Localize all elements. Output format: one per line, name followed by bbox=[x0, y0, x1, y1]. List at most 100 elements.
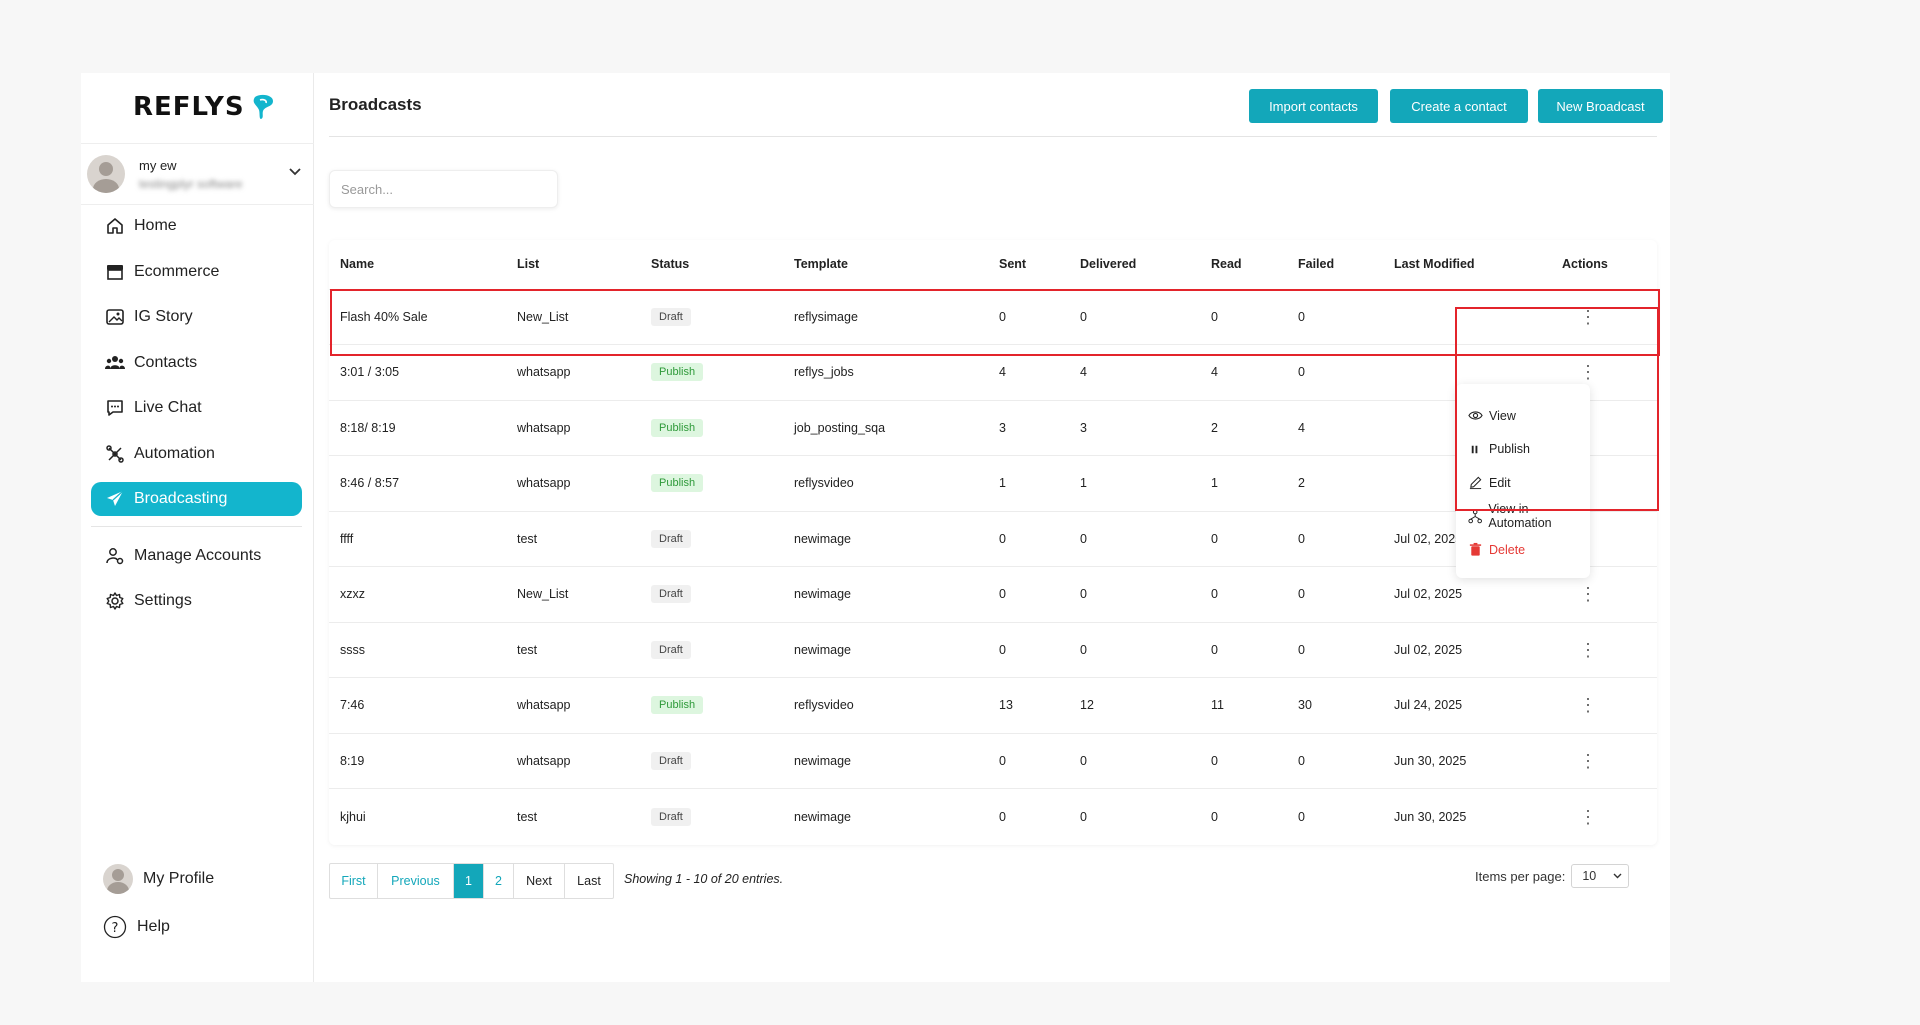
sidebar-item-manage-accounts[interactable]: Manage Accounts bbox=[91, 539, 302, 573]
home-icon bbox=[107, 218, 123, 234]
menu-item-delete[interactable]: Delete bbox=[1456, 533, 1590, 567]
more-options-icon[interactable]: ⋮ bbox=[1579, 750, 1597, 771]
help-icon: ? bbox=[103, 915, 127, 939]
cell-template: reflys_jobs bbox=[783, 344, 988, 401]
pagination-last-button[interactable]: Last bbox=[577, 874, 601, 888]
table-row[interactable]: Flash 40% Sale New_List Draft reflysimage 0 0… bbox=[329, 289, 1657, 345]
table-row[interactable]: 8:19 whatsapp Draft newimage 0 0 0 0 Jun 30, 202… bbox=[329, 733, 1657, 789]
cell-name: 8:18/ 8:19 bbox=[329, 400, 506, 456]
cell-template: newimage bbox=[783, 566, 988, 623]
table-row[interactable]: 3:01 / 3:05 whatsapp Publish reflys_jobs 4 4 4… bbox=[329, 344, 1657, 401]
cell-sent: 4 bbox=[988, 344, 1069, 401]
cell-modified: Jul 02, 2025 bbox=[1383, 622, 1551, 678]
table-row[interactable]: 7:46 whatsapp Publish reflysvideo 13 12 11 30 Ju… bbox=[329, 677, 1657, 734]
sidebar-item-help[interactable]: ? Help bbox=[101, 910, 301, 944]
table-row[interactable]: ssss test Draft newimage 0 0 0 0 Jul 02, 2025 ⋮ bbox=[329, 622, 1657, 678]
pencil-icon bbox=[1469, 476, 1482, 490]
pagination-next-button[interactable]: Next bbox=[514, 864, 565, 898]
header-divider bbox=[329, 136, 1657, 137]
sidebar-item-live-chat[interactable]: Live Chat bbox=[91, 391, 302, 425]
sidebar-footer: My Profile ? Help bbox=[101, 862, 301, 958]
cell-delivered: 0 bbox=[1069, 733, 1200, 789]
more-options-icon[interactable]: ⋮ bbox=[1579, 806, 1597, 827]
table-row[interactable]: kjhui test Draft newimage 0 0 0 0 Jun 30, 2025 ⋮ bbox=[329, 789, 1657, 845]
cell-failed: 0 bbox=[1287, 511, 1383, 567]
cell-delivered: 12 bbox=[1069, 677, 1200, 734]
column-header-sent[interactable]: Sent bbox=[988, 240, 1069, 290]
import-contacts-button[interactable]: Import contacts bbox=[1249, 89, 1378, 123]
sidebar-item-label: Settings bbox=[134, 592, 192, 609]
sidebar-item-label: IG Story bbox=[134, 308, 193, 325]
sidebar-item-home[interactable]: Home bbox=[91, 209, 302, 243]
column-header-failed[interactable]: Failed bbox=[1287, 240, 1383, 290]
table-row[interactable]: 8:18/ 8:19 whatsapp Publish job_posting_sqa… bbox=[329, 400, 1657, 456]
sidebar-item-settings[interactable]: Settings bbox=[91, 584, 302, 618]
sidebar-item-ecommerce[interactable]: Ecommerce bbox=[91, 255, 302, 289]
cell-sent: 3 bbox=[988, 400, 1069, 456]
cell-read: 0 bbox=[1200, 566, 1287, 623]
pause-icon bbox=[1471, 445, 1478, 453]
app-window: REFLYS my ew testingplyr software Home bbox=[81, 73, 1670, 982]
more-options-icon[interactable]: ⋮ bbox=[1579, 584, 1597, 605]
user-switcher[interactable]: my ew testingplyr software bbox=[81, 143, 314, 205]
status-badge: Draft bbox=[651, 751, 691, 770]
cell-delivered: 0 bbox=[1069, 511, 1200, 567]
pagination-page-1[interactable]: 1 bbox=[454, 864, 484, 898]
cell-modified: Jun 30, 2025 bbox=[1383, 733, 1551, 789]
column-header-status[interactable]: Status bbox=[640, 240, 783, 290]
create-contact-button[interactable]: Create a contact bbox=[1390, 89, 1528, 123]
sidebar-item-broadcasting[interactable]: Broadcasting bbox=[91, 482, 302, 516]
main-content: Broadcasts Import contacts Create a cont… bbox=[329, 73, 1663, 982]
cell-name: 8:19 bbox=[329, 733, 506, 789]
cell-failed: 2 bbox=[1287, 455, 1383, 512]
cell-status: Publish bbox=[640, 677, 783, 734]
status-badge: Publish bbox=[651, 696, 704, 715]
chevron-down-icon[interactable] bbox=[288, 164, 302, 182]
pagination-first-button[interactable]: First bbox=[330, 864, 378, 898]
sidebar-item-automation[interactable]: Automation bbox=[91, 437, 302, 471]
menu-item-edit[interactable]: Edit bbox=[1456, 466, 1590, 500]
more-options-icon[interactable]: ⋮ bbox=[1579, 639, 1597, 660]
cell-failed: 0 bbox=[1287, 622, 1383, 678]
column-header-last-modified[interactable]: Last Modified bbox=[1383, 240, 1551, 290]
new-broadcast-button[interactable]: New Broadcast bbox=[1538, 89, 1663, 123]
table-row[interactable]: xzxz New_List Draft newimage 0 0 0 0 Jul 02, 202… bbox=[329, 566, 1657, 623]
column-header-read[interactable]: Read bbox=[1200, 240, 1287, 290]
cell-template: reflysimage bbox=[783, 289, 988, 345]
column-header-list[interactable]: List bbox=[506, 240, 640, 290]
column-header-template[interactable]: Template bbox=[783, 240, 988, 290]
search-input[interactable]: Search... bbox=[329, 170, 558, 208]
menu-item-view[interactable]: View bbox=[1456, 399, 1590, 433]
brand-mark-icon bbox=[253, 94, 273, 119]
items-per-page: Items per page: 10 bbox=[1475, 864, 1630, 888]
pagination-summary: Showing 1 - 10 of 20 entries. bbox=[624, 872, 784, 886]
more-options-icon[interactable]: ⋮ bbox=[1579, 362, 1597, 383]
column-header-delivered[interactable]: Delivered bbox=[1069, 240, 1200, 290]
sidebar-item-my-profile[interactable]: My Profile bbox=[101, 862, 301, 896]
menu-item-view-in-automation[interactable]: View in Automation bbox=[1456, 500, 1590, 534]
trash-icon bbox=[1469, 543, 1482, 556]
cell-template: job_posting_sqa bbox=[783, 400, 988, 456]
sidebar-item-ig-story[interactable]: IG Story bbox=[91, 300, 302, 334]
items-per-page-select[interactable]: 10 bbox=[1571, 864, 1630, 888]
pagination-page-2[interactable]: 2 bbox=[484, 864, 514, 898]
automation-icon bbox=[106, 444, 124, 463]
pagination-previous-button[interactable]: Previous bbox=[378, 864, 454, 898]
table-body: Flash 40% Sale New_List Draft reflysimage 0 0… bbox=[329, 289, 1657, 844]
items-per-page-value: 10 bbox=[1582, 869, 1597, 883]
cell-failed: 0 bbox=[1287, 566, 1383, 623]
cell-modified: Jul 24, 2025 bbox=[1383, 677, 1551, 734]
sidebar-item-contacts[interactable]: Contacts bbox=[91, 346, 302, 380]
cell-read: 0 bbox=[1200, 733, 1287, 789]
column-header-name[interactable]: Name bbox=[329, 240, 506, 290]
brand-logo[interactable]: REFLYS bbox=[133, 87, 275, 127]
cell-name: xzxz bbox=[329, 566, 506, 623]
cell-status: Publish bbox=[640, 455, 783, 512]
menu-item-publish[interactable]: Publish bbox=[1456, 433, 1590, 467]
cell-failed: 0 bbox=[1298, 809, 1305, 824]
more-options-icon[interactable]: ⋮ bbox=[1579, 306, 1597, 327]
more-options-icon[interactable]: ⋮ bbox=[1579, 695, 1597, 716]
cell-sent: 1 bbox=[988, 455, 1069, 512]
status-badge: Draft bbox=[651, 640, 691, 659]
